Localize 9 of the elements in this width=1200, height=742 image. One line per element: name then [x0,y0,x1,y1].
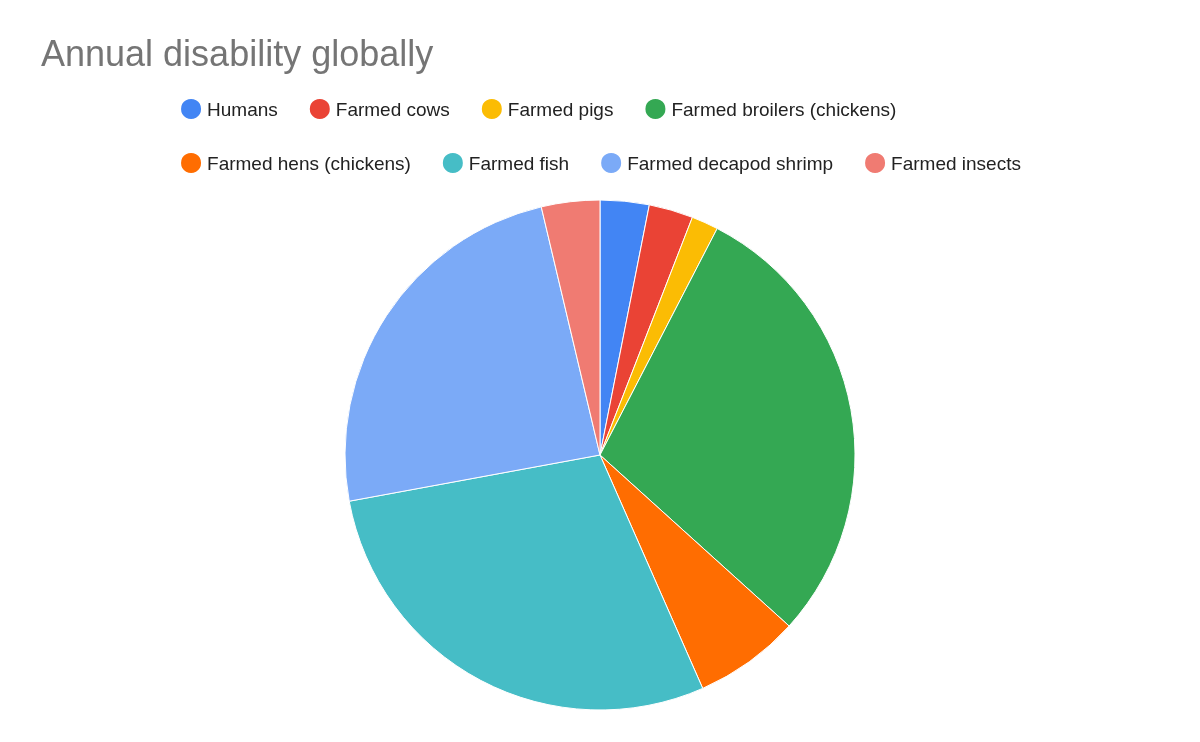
legend-label: Farmed decapod shrimp [627,152,834,174]
legend-label: Farmed fish [468,152,570,174]
legend-label: Farmed cows [335,98,450,120]
legend-label: Farmed broilers (chickens) [671,98,897,120]
legend-label: Farmed hens (chickens) [207,152,411,174]
chart-title: Annual disability globally [41,32,434,74]
legend-label: Humans [207,98,278,120]
legend-label: Farmed insects [891,152,1021,174]
legend-label: Farmed pigs [507,98,614,120]
